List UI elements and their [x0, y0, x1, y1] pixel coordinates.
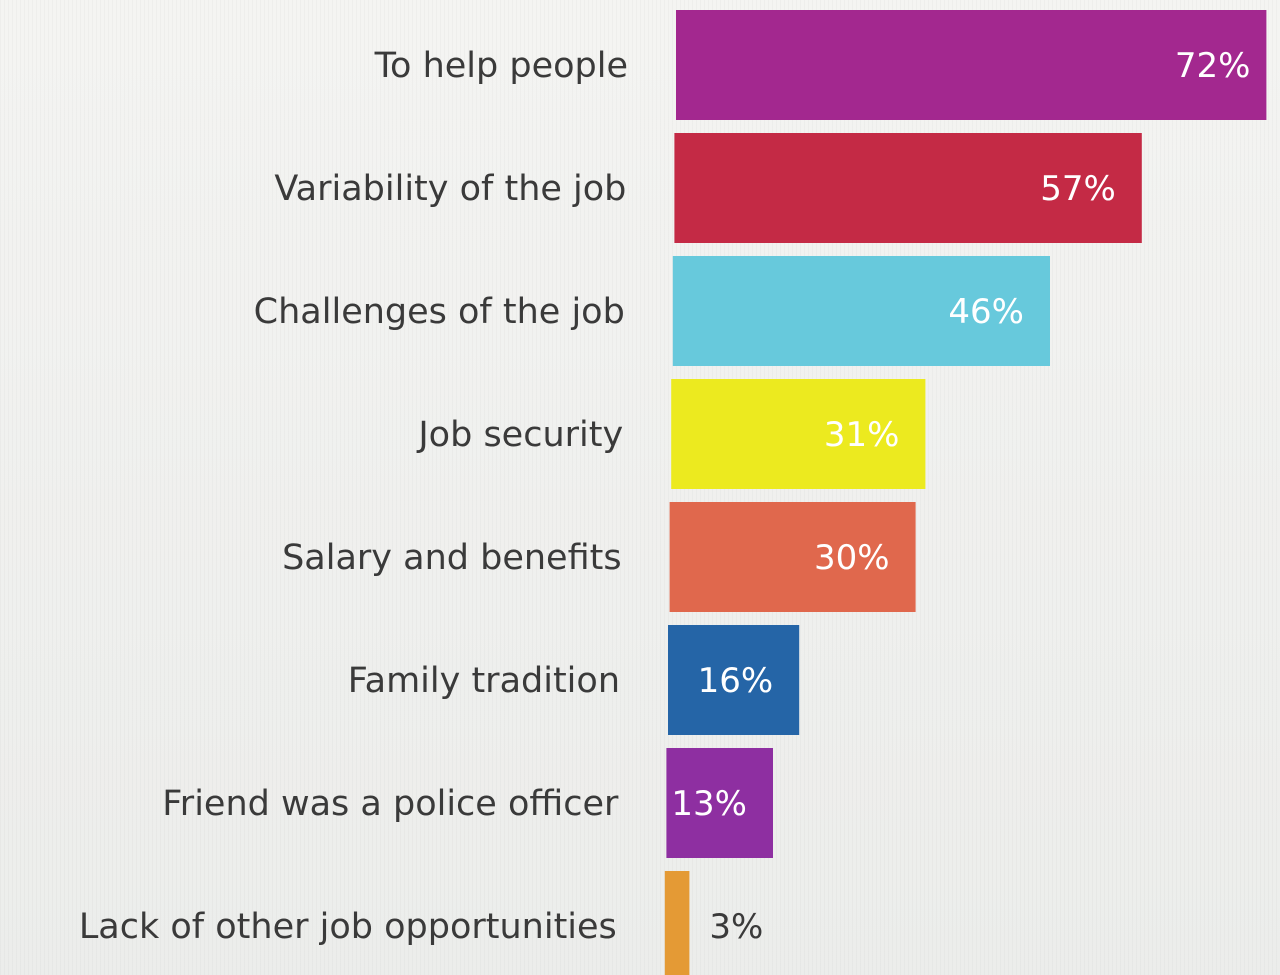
category-label: Challenges of the job	[254, 292, 625, 332]
bar	[671, 379, 926, 489]
bar-group: Family tradition 16%	[348, 625, 800, 735]
bar-group: Salary and benefits 30%	[282, 502, 916, 612]
value-label: 16%	[698, 661, 774, 701]
category-label: Variability of the job	[274, 169, 626, 209]
bar	[672, 256, 1050, 366]
bar-group: Lack of other job opportunities 3%	[79, 871, 763, 975]
bar	[669, 502, 916, 612]
value-label: 31%	[824, 415, 900, 455]
value-label: 46%	[948, 292, 1024, 332]
category-label: Family tradition	[348, 661, 620, 701]
category-label: To help people	[374, 46, 628, 86]
bar	[674, 133, 1142, 243]
value-label: 30%	[814, 538, 890, 578]
value-label: 57%	[1040, 169, 1116, 209]
value-label: 3%	[709, 907, 763, 947]
value-label: 72%	[1175, 46, 1251, 86]
bar	[676, 10, 1267, 120]
bar	[664, 871, 690, 975]
category-label: Lack of other job opportunities	[79, 907, 617, 947]
category-label: Friend was a police officer	[162, 784, 619, 824]
category-label: Job security	[416, 415, 623, 455]
category-label: Salary and benefits	[282, 538, 622, 578]
bar-group: Job security 31%	[416, 379, 926, 489]
bar	[668, 625, 800, 735]
value-label: 13%	[671, 784, 747, 824]
bar-group: Challenges of the job 46%	[254, 256, 1050, 366]
bar-group: To help people 72%	[374, 10, 1267, 120]
bar	[666, 748, 773, 858]
bar-group: Variability of the job 57%	[274, 133, 1142, 243]
bar-group: Friend was a police officer 13%	[162, 748, 773, 858]
